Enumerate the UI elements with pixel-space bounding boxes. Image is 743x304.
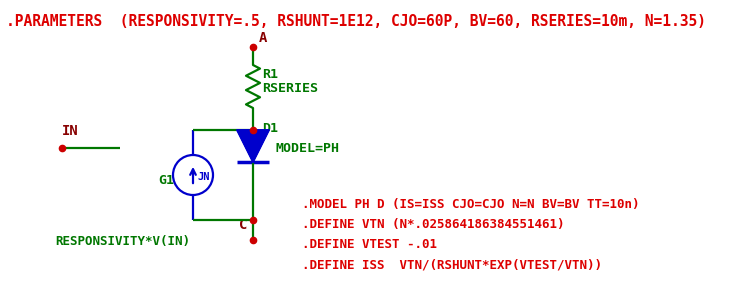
Text: RESPONSIVITY*V(IN): RESPONSIVITY*V(IN) bbox=[55, 235, 190, 248]
Text: G1: G1 bbox=[158, 174, 174, 186]
Text: .PARAMETERS  (RESPONSIVITY=.5, RSHUNT=1E12, CJO=60P, BV=60, RSERIES=10m, N=1.35): .PARAMETERS (RESPONSIVITY=.5, RSHUNT=1E1… bbox=[6, 14, 706, 29]
Text: C: C bbox=[239, 218, 247, 232]
Polygon shape bbox=[237, 130, 269, 162]
Text: RSERIES: RSERIES bbox=[262, 82, 318, 95]
Text: A: A bbox=[259, 31, 267, 45]
Text: .DEFINE ISS  VTN/(RSHUNT*EXP(VTEST/VTN)): .DEFINE ISS VTN/(RSHUNT*EXP(VTEST/VTN)) bbox=[302, 258, 602, 271]
Text: .MODEL PH D (IS=ISS CJO=CJO N=N BV=BV TT=10n): .MODEL PH D (IS=ISS CJO=CJO N=N BV=BV TT… bbox=[302, 198, 640, 211]
Text: D1: D1 bbox=[262, 122, 278, 135]
Text: R1: R1 bbox=[262, 68, 278, 81]
Text: .DEFINE VTEST -.01: .DEFINE VTEST -.01 bbox=[302, 238, 437, 251]
Text: JN: JN bbox=[197, 172, 210, 182]
Text: .DEFINE VTN (N*.025864186384551461): .DEFINE VTN (N*.025864186384551461) bbox=[302, 218, 565, 231]
Text: MODEL=PH: MODEL=PH bbox=[275, 142, 339, 155]
Text: IN: IN bbox=[62, 124, 79, 138]
